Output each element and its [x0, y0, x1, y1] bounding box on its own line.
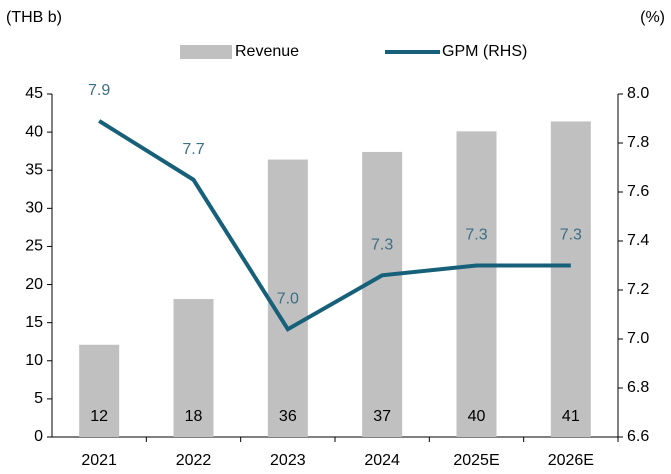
y2-tick-label: 6.6 — [627, 428, 649, 445]
bar-value-label: 41 — [562, 408, 580, 425]
line-value-label: 7.9 — [88, 82, 110, 99]
line — [98, 119, 571, 332]
y2-tick-label: 7.6 — [627, 183, 649, 200]
y-tick-label: 40 — [25, 123, 43, 140]
bar — [550, 121, 591, 437]
legend-label: Revenue — [235, 43, 299, 60]
x-tick-label: 2022 — [176, 452, 212, 469]
y-tick-label: 5 — [34, 390, 43, 407]
y2-tick-label: 6.8 — [627, 379, 649, 396]
y-tick-label: 20 — [25, 276, 43, 293]
line-value-label: 7.0 — [277, 290, 299, 307]
bar — [79, 344, 120, 437]
y2-axis-label: (%) — [640, 9, 665, 26]
y-axis-label: (THB b) — [6, 9, 62, 26]
line-value-label: 7.3 — [465, 227, 487, 244]
bar-value-label: 37 — [373, 408, 391, 425]
y-tick-label: 35 — [25, 161, 43, 178]
bar — [456, 131, 497, 438]
line-value-label: 7.7 — [182, 141, 204, 158]
x-tick-label: 2021 — [81, 452, 117, 469]
bar-value-label: 12 — [90, 408, 108, 425]
y2-tick-label: 7.0 — [627, 330, 649, 347]
line-value-label: 7.3 — [560, 227, 582, 244]
y-tick-label: 30 — [25, 200, 43, 217]
y-tick-label: 15 — [25, 314, 43, 331]
bar — [173, 299, 214, 437]
y-tick-label: 25 — [25, 238, 43, 255]
y2-tick-label: 7.4 — [627, 232, 649, 249]
bar-value-label: 36 — [279, 408, 297, 425]
x-tick-label: 2026E — [548, 452, 594, 469]
y-tick-label: 0 — [34, 428, 43, 445]
line-value-label: 7.3 — [371, 237, 393, 254]
bar-value-label: 18 — [185, 408, 203, 425]
y-tick-label: 45 — [25, 85, 43, 102]
legend-swatch — [180, 45, 232, 59]
x-tick-label: 2025E — [453, 452, 499, 469]
x-tick-label: 2023 — [270, 452, 306, 469]
bar — [362, 151, 403, 437]
y2-tick-label: 8.0 — [627, 85, 649, 102]
y2-tick-label: 7.8 — [627, 134, 649, 151]
y-tick-label: 10 — [25, 352, 43, 369]
y2-tick-label: 7.2 — [627, 281, 649, 298]
legend-label: GPM (RHS) — [442, 43, 527, 60]
bar-value-label: 40 — [468, 408, 486, 425]
x-tick-label: 2024 — [364, 452, 400, 469]
bar — [267, 159, 308, 437]
